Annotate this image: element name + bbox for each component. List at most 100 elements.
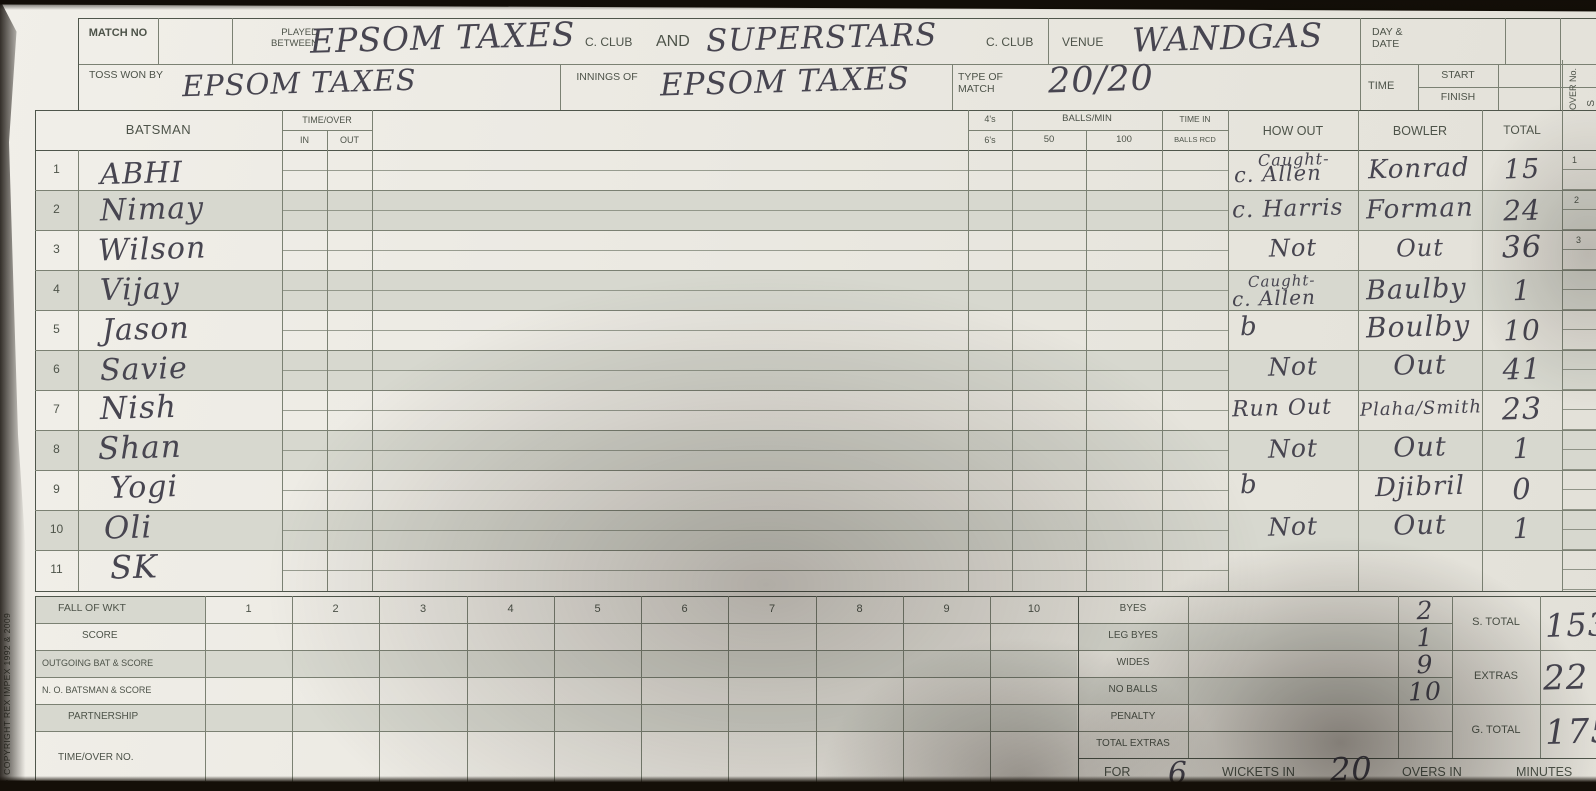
how-out: Run Out bbox=[1231, 394, 1333, 423]
total-header: TOTAL bbox=[1503, 123, 1541, 137]
grid-line bbox=[35, 677, 1452, 678]
leg-byes-value: 1 bbox=[1416, 622, 1434, 653]
how-out-header: HOW OUT bbox=[1262, 124, 1324, 138]
grid-line bbox=[327, 130, 328, 591]
in-header: IN bbox=[300, 135, 309, 145]
photo-edge-top bbox=[0, 0, 1596, 10]
leg-byes-label: LEG BYES bbox=[1108, 630, 1158, 641]
batsman-number: 2 bbox=[53, 202, 60, 216]
penalty-label: PENALTY bbox=[1110, 711, 1156, 722]
sixes-header: 6's bbox=[984, 135, 996, 145]
wkt-col-8: 8 bbox=[856, 603, 863, 615]
finish-label: FINISH bbox=[1440, 91, 1476, 103]
no-balls-value: 10 bbox=[1407, 676, 1443, 707]
grid-line bbox=[990, 596, 991, 788]
batsman-name: SK bbox=[109, 547, 159, 587]
how-out: c. Allen bbox=[1233, 160, 1322, 188]
wkt-col-4: 4 bbox=[507, 603, 514, 615]
grid-line bbox=[1086, 130, 1087, 591]
c-club-label-2: C. CLUB bbox=[986, 35, 1034, 49]
batsman-name: Yogi bbox=[109, 469, 179, 506]
grid-line bbox=[35, 470, 1596, 471]
team1-handwriting: EPSOM TAXES bbox=[309, 14, 576, 61]
grid-line bbox=[35, 731, 1078, 732]
bowler: Out bbox=[1395, 233, 1445, 263]
total-runs: 23 bbox=[1501, 391, 1543, 428]
grid-line bbox=[968, 130, 1228, 131]
wkt-col-6: 6 bbox=[681, 603, 688, 615]
how-out: Not bbox=[1267, 433, 1319, 464]
batsman-name: Shan bbox=[97, 428, 183, 468]
venue-label: VENUE bbox=[1062, 35, 1104, 49]
no-balls-label: NO BALLS bbox=[1108, 684, 1158, 695]
grid-line bbox=[35, 591, 1596, 592]
batsman-number: 9 bbox=[53, 482, 60, 496]
batsman-name: Savie bbox=[99, 350, 189, 389]
bowler: Out bbox=[1392, 431, 1448, 464]
batsman-number: 1 bbox=[53, 162, 60, 176]
grid-line bbox=[1048, 18, 1049, 64]
g-total-label: G. TOTAL bbox=[1471, 724, 1521, 736]
wkt-col-5: 5 bbox=[594, 603, 601, 615]
bowler: Out bbox=[1392, 509, 1448, 542]
grid-line bbox=[379, 596, 380, 788]
score-label: SCORE bbox=[82, 630, 118, 641]
played-between-label: PLAYED BETWEEN bbox=[271, 27, 318, 49]
batsman-number: 11 bbox=[50, 562, 63, 576]
start-label: START bbox=[1441, 69, 1475, 81]
grid-line bbox=[1560, 18, 1561, 110]
innings-handwriting: EPSOM TAXES bbox=[659, 60, 911, 104]
wides-value: 9 bbox=[1416, 649, 1434, 680]
over-no-2: 2 bbox=[1574, 195, 1580, 205]
grid-line bbox=[560, 64, 561, 110]
grid-line bbox=[1540, 596, 1541, 758]
s-total-value: 153 bbox=[1544, 605, 1596, 645]
venue-handwriting: WANDGAS bbox=[1131, 15, 1324, 60]
grid-line bbox=[35, 150, 1596, 151]
total-runs: 24 bbox=[1502, 193, 1542, 228]
grid-line bbox=[952, 64, 953, 110]
wkt-col-3: 3 bbox=[419, 603, 427, 615]
bowler: Djibril bbox=[1374, 470, 1466, 504]
grid-line bbox=[78, 150, 79, 591]
total-runs: 36 bbox=[1501, 229, 1543, 266]
grid-line bbox=[1505, 18, 1506, 64]
extras-total-value: 22 bbox=[1542, 657, 1589, 699]
how-out: b bbox=[1239, 311, 1259, 343]
bowler: Baulby bbox=[1365, 272, 1467, 307]
wkt-col-7: 7 bbox=[768, 603, 776, 615]
wides-label: WIDES bbox=[1116, 657, 1150, 668]
batsman-column-header: BATSMAN bbox=[125, 122, 192, 137]
grid-line bbox=[158, 18, 159, 64]
grid-line bbox=[35, 430, 1596, 431]
outgoing-bat-label: OUTGOING BAT & SCORE bbox=[42, 658, 154, 668]
batsman-number: 4 bbox=[53, 282, 60, 296]
batsman-name: Wilson bbox=[97, 230, 207, 269]
grid-line bbox=[205, 596, 206, 788]
balls-min-header: BALLS/MIN bbox=[1062, 113, 1112, 124]
type-of-match-label: TYPE OF MATCH bbox=[958, 71, 1003, 95]
bowler: Forman bbox=[1365, 192, 1475, 226]
total-extras-label: TOTAL EXTRAS bbox=[1096, 738, 1170, 749]
grid-line bbox=[641, 596, 642, 788]
batsman-number: 10 bbox=[49, 522, 64, 536]
innings-of-label: INNINGS OF bbox=[576, 71, 638, 83]
batsman-number: 7 bbox=[53, 402, 60, 416]
balls-rcd-header: BALLS RCD bbox=[1174, 135, 1216, 144]
grid-line bbox=[282, 110, 283, 591]
s-total-label: S. TOTAL bbox=[1472, 616, 1520, 628]
grid-line bbox=[554, 596, 555, 788]
how-out: Not bbox=[1268, 233, 1318, 263]
header-left-border bbox=[78, 18, 79, 110]
out-header: OUT bbox=[340, 135, 359, 145]
over-no-header: OVER No. bbox=[1568, 68, 1578, 111]
wkt-col-9: 9 bbox=[943, 603, 950, 615]
team2-handwriting: SUPERSTARS bbox=[705, 16, 938, 60]
grid-line bbox=[816, 596, 817, 788]
batsman-number: 5 bbox=[53, 322, 60, 336]
hundred-header: 100 bbox=[1116, 134, 1132, 145]
fifty-header: 50 bbox=[1043, 134, 1055, 145]
bowler: Out bbox=[1392, 349, 1448, 382]
grid-line bbox=[1012, 110, 1013, 591]
